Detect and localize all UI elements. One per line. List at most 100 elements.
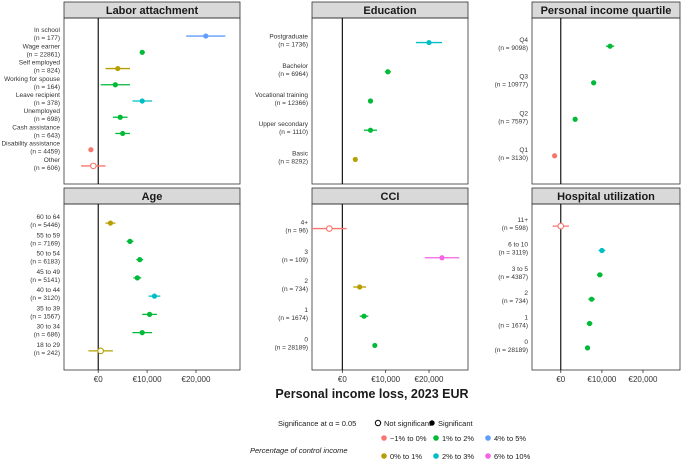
y-tick-label: Q3 xyxy=(519,74,528,81)
y-tick-count: (n = 7597) xyxy=(498,118,528,125)
y-tick-count: (n = 5141) xyxy=(30,277,60,284)
data-point xyxy=(372,342,378,349)
y-tick-count: (n = 8292) xyxy=(278,158,308,165)
panel-border xyxy=(531,203,681,371)
data-point xyxy=(88,147,94,153)
x-tick-label: €20,000 xyxy=(415,375,444,384)
y-tick-count: (n = 3130) xyxy=(498,155,528,162)
data-point xyxy=(557,222,565,230)
y-tick-count: (n = 28189) xyxy=(495,347,528,354)
panel-title: Hospital utilization xyxy=(557,191,655,203)
x-tick-label: €0 xyxy=(556,375,565,384)
data-point xyxy=(139,98,145,104)
legend-color-swatch xyxy=(485,453,491,459)
y-tick-label: Cash assistance xyxy=(12,124,60,131)
y-tick-label: 6 to 10 xyxy=(508,241,528,248)
y-tick-label: 0 xyxy=(524,339,528,346)
y-tick-label: Q4 xyxy=(519,37,528,44)
panel-border xyxy=(63,17,241,185)
data-point xyxy=(599,247,605,254)
data-point xyxy=(146,311,153,317)
y-tick-count: (n = 6183) xyxy=(30,259,60,266)
y-tick-label: 50 to 54 xyxy=(37,251,61,258)
y-tick-label: Unemployed xyxy=(24,108,61,115)
data-point xyxy=(137,257,143,263)
y-tick-label: 18 to 29 xyxy=(37,342,61,349)
data-point xyxy=(607,43,613,49)
y-tick-count: (n = 4387) xyxy=(498,274,528,281)
y-tick-label: 3 to 5 xyxy=(512,266,529,273)
panel-title: CCI xyxy=(381,191,400,203)
x-tick-label: €0 xyxy=(94,375,103,384)
panel-title: Age xyxy=(142,191,163,203)
significance-legend-title: Significance at α = 0.05 xyxy=(278,419,356,428)
y-tick-count: (n = 9098) xyxy=(498,45,528,52)
y-tick-count: (n = 242) xyxy=(34,350,60,357)
y-tick-count: (n = 12366) xyxy=(275,100,308,107)
data-point xyxy=(107,220,114,226)
y-tick-count: (n = 10977) xyxy=(495,82,528,89)
data-point xyxy=(117,114,123,120)
x-tick-label: €20,000 xyxy=(182,375,211,384)
data-point xyxy=(584,345,591,351)
data-point xyxy=(97,347,105,355)
y-tick-label: Self employed xyxy=(19,60,61,67)
y-tick-count: (n = 643) xyxy=(34,132,60,139)
color-legend-label: 2% to 3% xyxy=(442,452,474,461)
data-point xyxy=(361,313,367,319)
data-point xyxy=(572,116,578,122)
y-tick-label: Upper secondary xyxy=(259,121,309,128)
panel-border xyxy=(311,17,469,185)
y-tick-label: Q1 xyxy=(519,147,528,154)
legend-open-circle xyxy=(374,419,382,427)
y-tick-label: Leave recipient xyxy=(16,92,60,99)
y-tick-label: Bachelor xyxy=(282,63,308,70)
significance-legend: Significance at α = 0.05 Not significant S… xyxy=(278,419,474,428)
data-point xyxy=(112,82,118,88)
y-tick-label: 45 to 49 xyxy=(37,269,61,276)
y-tick-label: Q2 xyxy=(519,110,528,117)
color-legend-label: 6% to 10% xyxy=(494,452,531,461)
panel-cci: CCI 4+(n = 96) 3(n = 109) 2(n = 734) 1(n = 1… xyxy=(275,187,469,384)
data-point xyxy=(352,156,358,163)
data-point xyxy=(115,65,121,72)
y-tick-label: 35 to 39 xyxy=(37,305,61,312)
y-tick-label: 60 to 64 xyxy=(37,214,61,221)
y-tick-count: (n = 28189) xyxy=(275,344,308,351)
y-tick-label: 1 xyxy=(524,315,528,322)
panel-title: Labor attachment xyxy=(106,5,199,17)
x-tick-label: €10,000 xyxy=(587,375,616,384)
y-tick-count: (n = 3120) xyxy=(30,295,60,302)
data-point xyxy=(357,284,363,290)
y-tick-count: (n = 96) xyxy=(285,228,308,235)
y-tick-label: Postgraduate xyxy=(269,34,308,41)
data-point xyxy=(139,330,145,336)
legend-color-swatch xyxy=(485,435,491,441)
y-tick-count: (n = 22861) xyxy=(27,51,60,58)
x-tick-label: €0 xyxy=(338,375,347,384)
significance-legend-label: Not significant xyxy=(384,419,432,428)
data-point xyxy=(127,238,133,244)
y-tick-count: (n = 6964) xyxy=(278,71,308,78)
legend-color-swatch xyxy=(381,435,387,441)
y-tick-count: (n = 698) xyxy=(34,116,60,123)
data-point xyxy=(586,320,593,327)
data-point xyxy=(134,275,140,281)
y-tick-count: (n = 606) xyxy=(34,165,60,172)
y-tick-count: (n = 598) xyxy=(502,225,528,232)
y-tick-label: 4+ xyxy=(301,220,309,227)
y-tick-label: 11+ xyxy=(517,217,528,224)
y-tick-label: Disability assistance xyxy=(1,141,60,148)
y-tick-count: (n = 824) xyxy=(34,68,60,75)
legend-filled-circle xyxy=(429,420,435,426)
color-legend-label: 4% to 5% xyxy=(494,434,526,443)
y-tick-count: (n = 1674) xyxy=(278,315,308,322)
data-point xyxy=(552,153,558,159)
panel-title: Personal income quartile xyxy=(541,5,672,17)
panel-border xyxy=(531,17,681,185)
panel-border xyxy=(311,203,469,371)
y-tick-count: (n = 1567) xyxy=(30,313,60,320)
data-point xyxy=(589,296,595,302)
